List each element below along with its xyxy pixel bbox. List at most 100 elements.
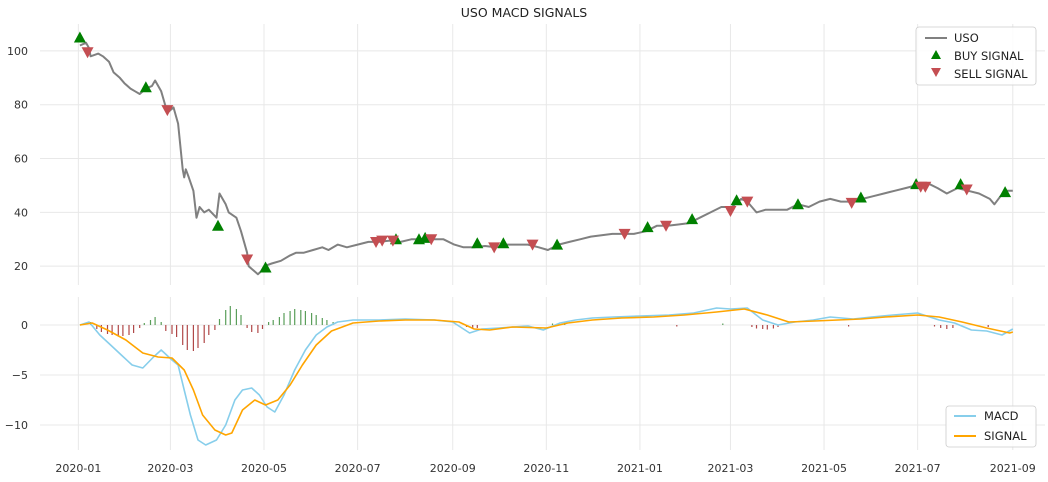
- legend-sell-label: SELL SIGNAL: [954, 67, 1028, 81]
- sell-signal-marker: [741, 196, 754, 208]
- buy-signal-marker: [259, 261, 272, 273]
- macd-histogram-bar: [946, 325, 948, 329]
- macd-histogram-bar: [476, 325, 478, 328]
- x-tick-label: 2020-01: [55, 462, 101, 475]
- macd-histogram-bar: [933, 325, 936, 327]
- buy-signal-marker: [471, 237, 484, 249]
- macd-histogram-bar: [777, 325, 779, 327]
- macd-histogram-bar: [294, 309, 296, 325]
- x-tick-label: 2020-11: [523, 462, 569, 475]
- macd-histogram-bar: [304, 311, 306, 325]
- macd-y-tick-label: −5: [12, 369, 28, 382]
- buy-signal-marker: [139, 81, 152, 93]
- legend-macd-label: MACD: [984, 409, 1019, 423]
- price-panel-series: [73, 31, 1013, 276]
- macd-histogram-bar: [300, 310, 302, 325]
- macd-histogram-bar: [766, 325, 768, 330]
- macd-histogram-bar: [128, 325, 130, 335]
- buy-signal-marker: [211, 219, 224, 231]
- macd-histogram-bar: [197, 325, 199, 348]
- macd-histogram-bar: [472, 325, 474, 329]
- macd-histogram-bar: [278, 317, 280, 325]
- buy-signal-marker: [419, 231, 432, 243]
- macd-histogram-bar: [122, 325, 124, 336]
- macd-histogram-bar: [272, 320, 274, 325]
- x-tick-label: 2020-05: [241, 462, 287, 475]
- x-tick-label: 2021-01: [617, 462, 663, 475]
- sell-signal-marker: [81, 47, 94, 59]
- macd-histogram-bar: [772, 325, 774, 329]
- macd-histogram-bar: [203, 325, 205, 343]
- signal-line: [79, 308, 1014, 436]
- legend-signal-label: SIGNAL: [984, 429, 1027, 443]
- x-tick-label: 2021-03: [707, 462, 753, 475]
- macd-histogram-bar: [117, 325, 119, 336]
- buy-signal-marker: [73, 31, 86, 43]
- macd-histogram-bar: [143, 323, 145, 325]
- price-y-tick-label: 100: [7, 45, 28, 58]
- x-tick-label: 2020-03: [147, 462, 193, 475]
- macd-histogram-bar: [225, 310, 227, 325]
- sell-signal-marker: [386, 235, 399, 247]
- macd-histogram-bar: [251, 325, 253, 332]
- macd-histogram-bar: [171, 325, 173, 334]
- sell-signal-marker: [724, 206, 737, 218]
- macd-histogram-bar: [261, 325, 264, 329]
- macd-histogram-bar: [96, 325, 98, 329]
- buy-signal-marker: [791, 198, 804, 210]
- macd-histogram-bar: [676, 325, 678, 327]
- macd-legend: MACD SIGNAL: [945, 405, 1037, 448]
- buy-signal-marker: [551, 238, 564, 250]
- macd-histogram-bar: [165, 325, 167, 331]
- macd-histogram-bar: [940, 325, 942, 328]
- macd-histogram-bar: [160, 322, 162, 325]
- sell-signal-marker: [161, 105, 174, 117]
- macd-histogram-bar: [848, 325, 850, 327]
- sell-signal-marker: [376, 235, 389, 247]
- sell-signal-marker: [425, 234, 438, 246]
- macd-histogram-bar: [235, 309, 237, 325]
- macd-panel-series: [79, 306, 1014, 446]
- buy-signal-marker: [497, 237, 510, 249]
- x-tick-label: 2021-09: [990, 462, 1036, 475]
- macd-histogram-bar: [214, 325, 216, 330]
- macd-histogram-bar: [268, 322, 270, 325]
- legend-sell-marker: [931, 68, 941, 77]
- price-legend: USO BUY SIGNAL SELL SIGNAL: [915, 26, 1037, 86]
- macd-histogram-bar: [192, 325, 194, 351]
- macd-histogram-bar: [987, 325, 989, 327]
- sell-signal-marker: [919, 181, 932, 193]
- sell-signal-marker: [960, 184, 973, 196]
- buy-signal-marker: [999, 186, 1012, 198]
- price-legend-box: [915, 26, 1037, 86]
- sell-signal-marker: [526, 239, 539, 251]
- macd-histogram-bar: [952, 325, 954, 328]
- x-tick-label: 2020-09: [430, 462, 476, 475]
- price-y-tick-label: 60: [14, 153, 28, 166]
- sell-signal-marker: [660, 220, 673, 232]
- macd-histogram-bar: [186, 325, 188, 350]
- macd-histogram-bar: [326, 320, 328, 325]
- macd-histogram-bar: [149, 320, 152, 325]
- buy-signal-marker: [641, 221, 654, 233]
- sell-signal-marker: [618, 228, 631, 240]
- macd-histogram-bar: [100, 325, 102, 332]
- x-tick-label: 2020-07: [335, 462, 381, 475]
- macd-histogram-bar: [176, 325, 178, 337]
- buy-signal-marker: [686, 213, 699, 225]
- macd-histogram-bar: [229, 306, 231, 325]
- macd-histogram-bar: [111, 325, 113, 335]
- macd-histogram-bar: [289, 311, 291, 325]
- macd-histogram-bar: [240, 315, 242, 325]
- macd-histogram-bar: [257, 325, 259, 333]
- macd-y-tick-label: 0: [21, 319, 28, 332]
- macd-panel-grid: [40, 297, 1045, 450]
- macd-histogram-bar: [133, 325, 135, 333]
- macd-histogram-bar: [283, 313, 285, 325]
- buy-signal-marker: [854, 191, 867, 203]
- macd-histogram-bar: [139, 325, 141, 328]
- legend-buy-label: BUY SIGNAL: [954, 49, 1024, 63]
- x-tick-label: 2021-07: [895, 462, 941, 475]
